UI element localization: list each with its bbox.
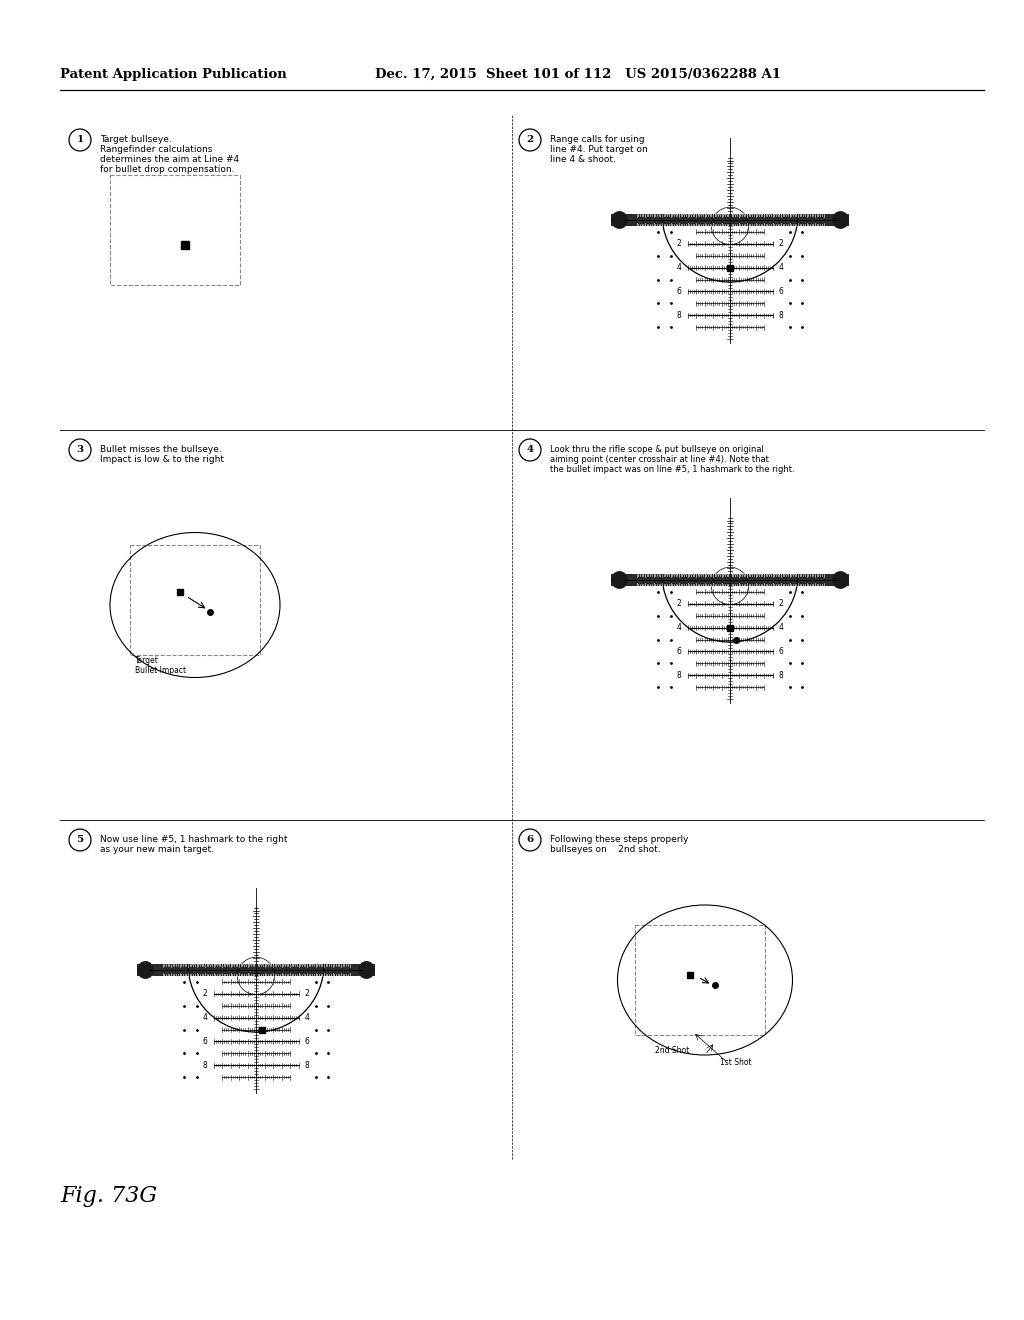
Text: bullseyes on    2nd shot.: bullseyes on 2nd shot. (550, 845, 660, 854)
Text: Fig. 73G: Fig. 73G (60, 1185, 157, 1206)
Ellipse shape (137, 961, 154, 979)
Text: 4: 4 (203, 1014, 208, 1022)
Text: for bullet drop compensation.: for bullet drop compensation. (100, 165, 234, 174)
Text: Dec. 17, 2015  Sheet 101 of 112   US 2015/0362288 A1: Dec. 17, 2015 Sheet 101 of 112 US 2015/0… (375, 69, 781, 81)
Ellipse shape (831, 572, 849, 589)
Text: Target: Target (135, 656, 159, 665)
Text: as your new main target.: as your new main target. (100, 845, 214, 854)
Text: 1st Shot: 1st Shot (720, 1059, 752, 1067)
Text: 6: 6 (304, 1038, 309, 1045)
Text: 2: 2 (778, 599, 783, 609)
Text: 8: 8 (778, 310, 783, 319)
Text: 6: 6 (677, 647, 681, 656)
Text: 4: 4 (778, 263, 783, 272)
Text: Patent Application Publication: Patent Application Publication (60, 69, 287, 81)
Text: Look thru the rifle scope & put bullseye on original: Look thru the rifle scope & put bullseye… (550, 445, 764, 454)
Text: 4: 4 (304, 1014, 309, 1022)
Bar (137, 964, 375, 975)
Text: Target bullseye.: Target bullseye. (100, 135, 172, 144)
Ellipse shape (358, 961, 375, 979)
Text: 3: 3 (77, 446, 84, 454)
Text: 2nd Shot: 2nd Shot (655, 1045, 689, 1055)
Text: 8: 8 (304, 1061, 309, 1069)
Text: line 4 & shoot.: line 4 & shoot. (550, 154, 615, 164)
Text: 8: 8 (778, 671, 783, 680)
Ellipse shape (611, 572, 628, 589)
Text: 2: 2 (677, 239, 681, 248)
Text: 8: 8 (203, 1061, 208, 1069)
Text: 8: 8 (677, 671, 681, 680)
Text: Impact is low & to the right: Impact is low & to the right (100, 455, 224, 465)
Text: Rangefinder calculations: Rangefinder calculations (100, 145, 212, 154)
Text: Bullet Impact: Bullet Impact (135, 667, 186, 675)
Text: 2: 2 (677, 599, 681, 609)
Text: 2: 2 (526, 136, 534, 144)
Text: 6: 6 (778, 286, 783, 296)
Text: 4: 4 (526, 446, 534, 454)
Text: the bullet impact was on line #5, 1 hashmark to the right.: the bullet impact was on line #5, 1 hash… (550, 465, 795, 474)
Bar (611, 574, 849, 586)
Bar (130, 545, 260, 655)
Text: Bullet misses the bullseye.: Bullet misses the bullseye. (100, 445, 222, 454)
Text: 1: 1 (77, 136, 84, 144)
Ellipse shape (611, 211, 628, 228)
Text: 2: 2 (778, 239, 783, 248)
Text: Range calls for using: Range calls for using (550, 135, 645, 144)
Text: Following these steps properly: Following these steps properly (550, 836, 688, 843)
Text: aiming point (center crosshair at line #4). Note that: aiming point (center crosshair at line #… (550, 455, 769, 465)
Text: 5: 5 (77, 836, 84, 845)
Bar (110, 176, 240, 285)
Text: 6: 6 (778, 647, 783, 656)
Text: 4: 4 (677, 263, 681, 272)
Text: Now use line #5, 1 hashmark to the right: Now use line #5, 1 hashmark to the right (100, 836, 288, 843)
Text: 2: 2 (203, 989, 208, 998)
Text: 8: 8 (677, 310, 681, 319)
Text: 4: 4 (778, 623, 783, 632)
Bar (635, 925, 765, 1035)
Text: 6: 6 (677, 286, 681, 296)
Text: 6: 6 (203, 1038, 208, 1045)
Text: 2: 2 (304, 989, 309, 998)
Bar (611, 214, 849, 226)
Text: 6: 6 (526, 836, 534, 845)
Ellipse shape (831, 211, 849, 228)
Text: determines the aim at Line #4: determines the aim at Line #4 (100, 154, 240, 164)
Text: 4: 4 (677, 623, 681, 632)
Text: line #4. Put target on: line #4. Put target on (550, 145, 648, 154)
